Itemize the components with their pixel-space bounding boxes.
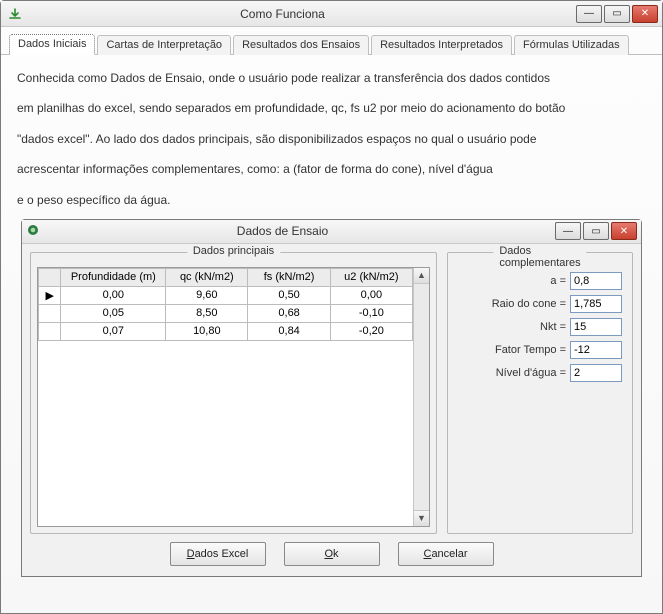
description-line: e o peso específico da água. [17,187,646,213]
inner-maximize-button[interactable]: ▭ [583,222,609,240]
panels-row: Dados principais [30,252,633,534]
cell[interactable]: 0,68 [248,304,330,322]
tab-strip: Dados Iniciais Cartas de Interpretação R… [1,27,662,55]
input-nkt[interactable] [570,318,622,336]
field-fator-tempo: Fator Tempo = [458,341,622,359]
field-a: a = [458,272,622,290]
scroll-down-icon[interactable]: ▼ [414,510,429,526]
btn-underline: O [324,548,333,560]
main-data-groupbox: Dados principais [30,252,437,534]
table-scrollbar[interactable]: ▲ ▼ [413,268,429,526]
cell[interactable]: 0,00 [61,286,166,304]
col-fs[interactable]: fs (kN/m2) [248,268,330,286]
input-raio[interactable] [570,295,622,313]
cell[interactable]: -0,20 [330,322,412,340]
tab-dados-iniciais[interactable]: Dados Iniciais [9,34,95,55]
cell[interactable]: 0,84 [248,322,330,340]
label-a: a = [550,275,566,287]
inner-titlebar[interactable]: Dados de Ensaio — ▭ ✕ [22,220,641,244]
cell[interactable]: 0,05 [61,304,166,322]
description-line: Conhecida como Dados de Ensaio, onde o u… [17,65,646,91]
button-row: Dados Excel Ok Cancelar [30,534,633,568]
cell[interactable]: 8,50 [166,304,248,322]
outer-window: Como Funciona — ▭ ✕ Dados Iniciais Carta… [0,0,663,614]
label-raio: Raio do cone = [492,298,566,310]
outer-titlebar[interactable]: Como Funciona — ▭ ✕ [1,1,662,27]
tab-cartas-interpretacao[interactable]: Cartas de Interpretação [97,35,231,55]
field-raio: Raio do cone = [458,295,622,313]
inner-body: Dados principais [22,244,641,576]
cell[interactable]: 0,07 [61,322,166,340]
tab-content: Conhecida como Dados de Ensaio, onde o u… [1,55,662,613]
btn-text: k [333,548,339,560]
close-button[interactable]: ✕ [632,5,658,23]
cell[interactable]: 0,50 [248,286,330,304]
row-marker [39,322,61,340]
col-qc[interactable]: qc (kN/m2) [166,268,248,286]
inner-window-title: Dados de Ensaio [10,224,555,238]
table-empty-area [38,341,413,526]
table-row[interactable]: 0,07 10,80 0,84 -0,20 [39,322,413,340]
row-header-blank [39,268,61,286]
btn-text: ados Excel [195,548,249,560]
col-u2[interactable]: u2 (kN/m2) [330,268,412,286]
outer-window-buttons: — ▭ ✕ [576,5,658,23]
description-line: em planilhas do excel, sendo separados e… [17,95,646,121]
outer-window-title: Como Funciona [0,7,576,21]
field-nivel-agua: Nível d'água = [458,364,622,382]
row-marker [39,304,61,322]
row-marker: ▶ [39,286,61,304]
aux-data-groupbox: Dados complementares a = Raio do cone = … [447,252,633,534]
cell[interactable]: 9,60 [166,286,248,304]
cell[interactable]: 10,80 [166,322,248,340]
input-a[interactable] [570,272,622,290]
main-data-table-wrap: Profundidade (m) qc (kN/m2) fs (kN/m2) u… [37,267,430,527]
btn-underline: C [423,548,431,560]
input-fator-tempo[interactable] [570,341,622,359]
table-row[interactable]: ▶ 0,00 9,60 0,50 0,00 [39,286,413,304]
description-line: acrescentar informações complementares, … [17,156,646,182]
table-row[interactable]: 0,05 8,50 0,68 -0,10 [39,304,413,322]
main-data-title: Dados principais [187,245,280,257]
inner-close-button[interactable]: ✕ [611,222,637,240]
aux-data-title: Dados complementares [493,245,586,269]
dados-excel-button[interactable]: Dados Excel [170,542,266,566]
tab-resultados-interpretados[interactable]: Resultados Interpretados [371,35,512,55]
minimize-button[interactable]: — [576,5,602,23]
label-fator-tempo: Fator Tempo = [495,344,566,356]
tab-resultados-ensaios[interactable]: Resultados dos Ensaios [233,35,369,55]
inner-window: Dados de Ensaio — ▭ ✕ Dados principais [21,219,642,577]
inner-window-buttons: — ▭ ✕ [555,222,637,240]
input-nivel-agua[interactable] [570,364,622,382]
ok-button[interactable]: Ok [284,542,380,566]
cell[interactable]: 0,00 [330,286,412,304]
inner-minimize-button[interactable]: — [555,222,581,240]
label-nivel-agua: Nível d'água = [496,367,566,379]
description-line: "dados excel". Ao lado dos dados princip… [17,126,646,152]
cancelar-button[interactable]: Cancelar [398,542,494,566]
tab-formulas-utilizadas[interactable]: Fórmulas Utilizadas [514,35,629,55]
scroll-up-icon[interactable]: ▲ [414,268,429,284]
cell[interactable]: -0,10 [330,304,412,322]
btn-text: ancelar [431,548,467,560]
field-nkt: Nkt = [458,318,622,336]
main-data-table[interactable]: Profundidade (m) qc (kN/m2) fs (kN/m2) u… [38,268,413,341]
label-nkt: Nkt = [540,321,566,333]
maximize-button[interactable]: ▭ [604,5,630,23]
table-header-row: Profundidade (m) qc (kN/m2) fs (kN/m2) u… [39,268,413,286]
col-profundidade[interactable]: Profundidade (m) [61,268,166,286]
btn-underline: D [187,548,195,560]
